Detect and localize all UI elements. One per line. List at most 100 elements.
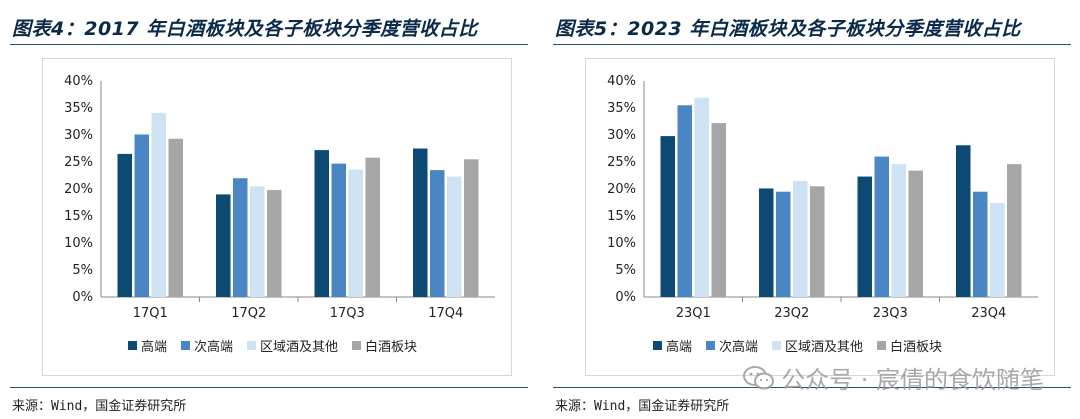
- chart-panel-2023: 图表5：2023 年白酒板块及各子板块分季度营收占比 0% 5% 10% 15% 20%…: [553, 0, 1073, 419]
- y-tick-label: 15%: [607, 209, 636, 224]
- bar-23Q1-次高端: [677, 105, 692, 297]
- bar-17Q3-次高端: [331, 163, 346, 297]
- bar-23Q1-白酒板块: [711, 123, 726, 298]
- bar-chart-2017: 0% 5% 10% 15% 20% 25% 30% 35% 40% 17Q1 17Q2 17Q3 17Q…: [64, 74, 495, 321]
- y-tick-label: 25%: [64, 155, 93, 170]
- bar-17Q4-次高端: [430, 170, 445, 297]
- chart-panel-2017: 图表4：2017 年白酒板块及各子板块分季度营收占比 0% 5% 10% 15% 20%…: [10, 0, 530, 419]
- bar-23Q4-白酒板块: [1007, 164, 1022, 297]
- bar-23Q4-高端: [956, 145, 971, 297]
- y-tick-label: 20%: [607, 182, 636, 197]
- legend-item-sub-high-end: 次高端: [181, 336, 233, 355]
- legend-swatch: [181, 341, 191, 350]
- legend-label: 区域酒及其他: [785, 340, 864, 355]
- x-tick-label: 23Q1: [676, 306, 711, 321]
- footer-divider: [10, 387, 528, 388]
- y-tick-label: 0%: [615, 290, 636, 305]
- bar-17Q1-区域酒及其他: [151, 112, 166, 297]
- x-tick-label: 17Q3: [330, 306, 365, 321]
- y-tick-label: 35%: [607, 101, 636, 116]
- legend-label: 区域酒及其他: [260, 340, 339, 355]
- bar-chart-2023: 0% 5% 10% 15% 20% 25% 30% 35% 40% 23Q1 23Q2 23Q3 23Q…: [607, 74, 1038, 321]
- legend-swatch: [247, 341, 257, 350]
- chart-frame: 0% 5% 10% 15% 20% 25% 30% 35% 40% 17Q1 17Q2 17Q3 17Q…: [42, 58, 512, 376]
- legend-label: 高端: [666, 340, 693, 355]
- x-tick-label: 17Q4: [428, 306, 463, 321]
- bar-17Q1-次高端: [134, 134, 149, 297]
- bar-23Q4-区域酒及其他: [990, 203, 1005, 297]
- bar-17Q3-高端: [314, 150, 329, 297]
- y-tick-label: 10%: [64, 236, 93, 251]
- bar-17Q2-高端: [216, 194, 231, 297]
- chart-legend: 高端 次高端 区域酒及其他 白酒板块: [653, 336, 942, 355]
- legend-item-baijiu-sector: 白酒板块: [877, 336, 942, 355]
- bar-17Q4-高端: [413, 148, 428, 297]
- y-tick-label: 30%: [607, 128, 636, 143]
- title-divider: [553, 44, 1071, 45]
- y-tick-label: 15%: [64, 209, 93, 224]
- bar-23Q2-高端: [759, 188, 774, 297]
- bar-17Q4-白酒板块: [464, 159, 479, 297]
- figure-title: 图表5：2023 年白酒板块及各子板块分季度营收占比: [555, 18, 1021, 40]
- bar-23Q2-白酒板块: [810, 186, 825, 297]
- y-tick-label: 40%: [64, 74, 93, 89]
- bar-17Q4-区域酒及其他: [447, 176, 462, 297]
- y-tick-label: 5%: [615, 263, 636, 278]
- bar-23Q4-次高端: [973, 191, 988, 297]
- x-tick-label: 23Q3: [873, 306, 908, 321]
- bar-17Q3-区域酒及其他: [348, 169, 363, 297]
- figure-title: 图表4：2017 年白酒板块及各子板块分季度营收占比: [12, 18, 478, 40]
- bar-23Q3-区域酒及其他: [891, 164, 906, 297]
- legend-swatch: [772, 341, 782, 350]
- x-tick-label: 23Q4: [971, 306, 1006, 321]
- legend-label: 次高端: [194, 340, 234, 355]
- legend-item-region-other: 区域酒及其他: [247, 336, 338, 355]
- footer-divider: [553, 387, 1071, 388]
- legend-item-baijiu-sector: 白酒板块: [352, 336, 417, 355]
- x-tick-label: 17Q2: [231, 306, 266, 321]
- y-tick-label: 10%: [607, 236, 636, 251]
- x-tick-label: 23Q2: [774, 306, 809, 321]
- source-note: 来源：Wind，国金证券研究所: [555, 399, 730, 414]
- legend-item-high-end: 高端: [653, 336, 692, 355]
- y-tick-label: 30%: [64, 128, 93, 143]
- legend-item-region-other: 区域酒及其他: [772, 336, 863, 355]
- y-tick-label: 35%: [64, 101, 93, 116]
- y-tick-label: 40%: [607, 74, 636, 89]
- legend-swatch: [706, 341, 716, 350]
- legend-swatch: [128, 341, 137, 350]
- bar-23Q2-次高端: [776, 191, 791, 297]
- wechat-icon: [743, 365, 775, 389]
- legend-swatch: [352, 341, 362, 350]
- x-tick-label: 17Q1: [133, 306, 168, 321]
- bar-23Q2-区域酒及其他: [793, 180, 808, 297]
- legend-label: 次高端: [719, 340, 759, 355]
- bar-23Q1-高端: [660, 136, 675, 297]
- bar-17Q2-区域酒及其他: [250, 186, 265, 297]
- bar-23Q3-次高端: [874, 156, 889, 297]
- legend-swatch: [653, 341, 662, 350]
- bar-17Q2-次高端: [233, 178, 248, 297]
- legend-label: 白酒板块: [890, 340, 943, 355]
- source-note: 来源：Wind，国金证券研究所: [12, 399, 187, 414]
- legend-item-high-end: 高端: [128, 336, 167, 355]
- y-tick-label: 0%: [72, 290, 93, 305]
- bar-17Q1-高端: [117, 153, 132, 297]
- watermark-text: 公众号 · 宸倩的食饮随笔: [781, 366, 1044, 394]
- bar-23Q3-白酒板块: [908, 170, 923, 297]
- bar-17Q2-白酒板块: [267, 190, 282, 297]
- legend-label: 白酒板块: [365, 340, 418, 355]
- watermark: 公众号 · 宸倩的食饮随笔: [743, 360, 1044, 395]
- legend-swatch: [877, 341, 887, 350]
- bar-23Q3-高端: [857, 176, 872, 297]
- chart-legend: 高端 次高端 区域酒及其他 白酒板块: [128, 336, 417, 355]
- y-tick-label: 20%: [64, 182, 93, 197]
- bar-23Q1-区域酒及其他: [694, 97, 709, 297]
- bar-17Q1-白酒板块: [168, 138, 183, 297]
- legend-item-sub-high-end: 次高端: [706, 336, 758, 355]
- legend-label: 高端: [141, 340, 168, 355]
- y-tick-label: 5%: [72, 263, 93, 278]
- y-tick-label: 25%: [607, 155, 636, 170]
- bar-17Q3-白酒板块: [365, 157, 380, 297]
- chart-frame: 0% 5% 10% 15% 20% 25% 30% 35% 40% 23Q1 23Q2 23Q3 23Q…: [585, 58, 1055, 376]
